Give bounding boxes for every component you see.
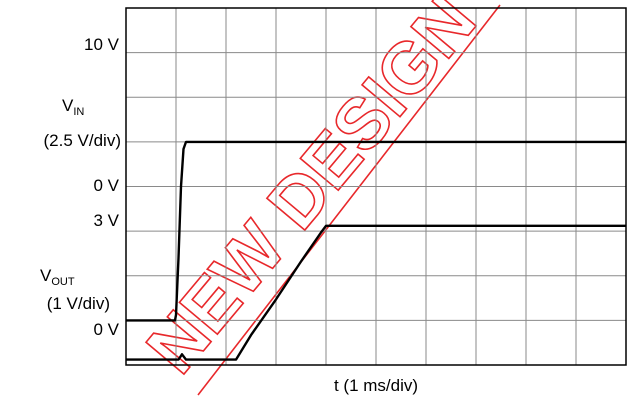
vin-top-label: 10 V: [84, 35, 120, 54]
vout-scale-label: (1 V/div): [47, 294, 110, 313]
vin-zero-label: 0 V: [93, 176, 119, 195]
vin-name-main: V: [62, 96, 74, 115]
traces: [126, 140, 626, 361]
vout-name-main: V: [40, 266, 52, 285]
vin-trace: [126, 140, 626, 322]
watermark-underline: [197, 4, 501, 396]
vout-name-label: VOUT: [40, 266, 75, 288]
plot-frame: [125, 7, 627, 366]
vout-trace: [126, 224, 626, 361]
vout-zero-label: 0 V: [93, 320, 119, 339]
watermark-text: NEW DESIGN: [132, 0, 492, 388]
vout-name-sub: OUT: [51, 276, 75, 288]
x-axis-label: t (1 ms/div): [334, 376, 418, 395]
vout-top-label: 3 V: [93, 211, 119, 230]
vin-name-label: VIN: [62, 96, 84, 118]
watermark-layer: NEW DESIGN: [131, 0, 501, 396]
vin-name-sub: IN: [73, 106, 84, 118]
vin-scale-label: (2.5 V/div): [44, 131, 121, 150]
